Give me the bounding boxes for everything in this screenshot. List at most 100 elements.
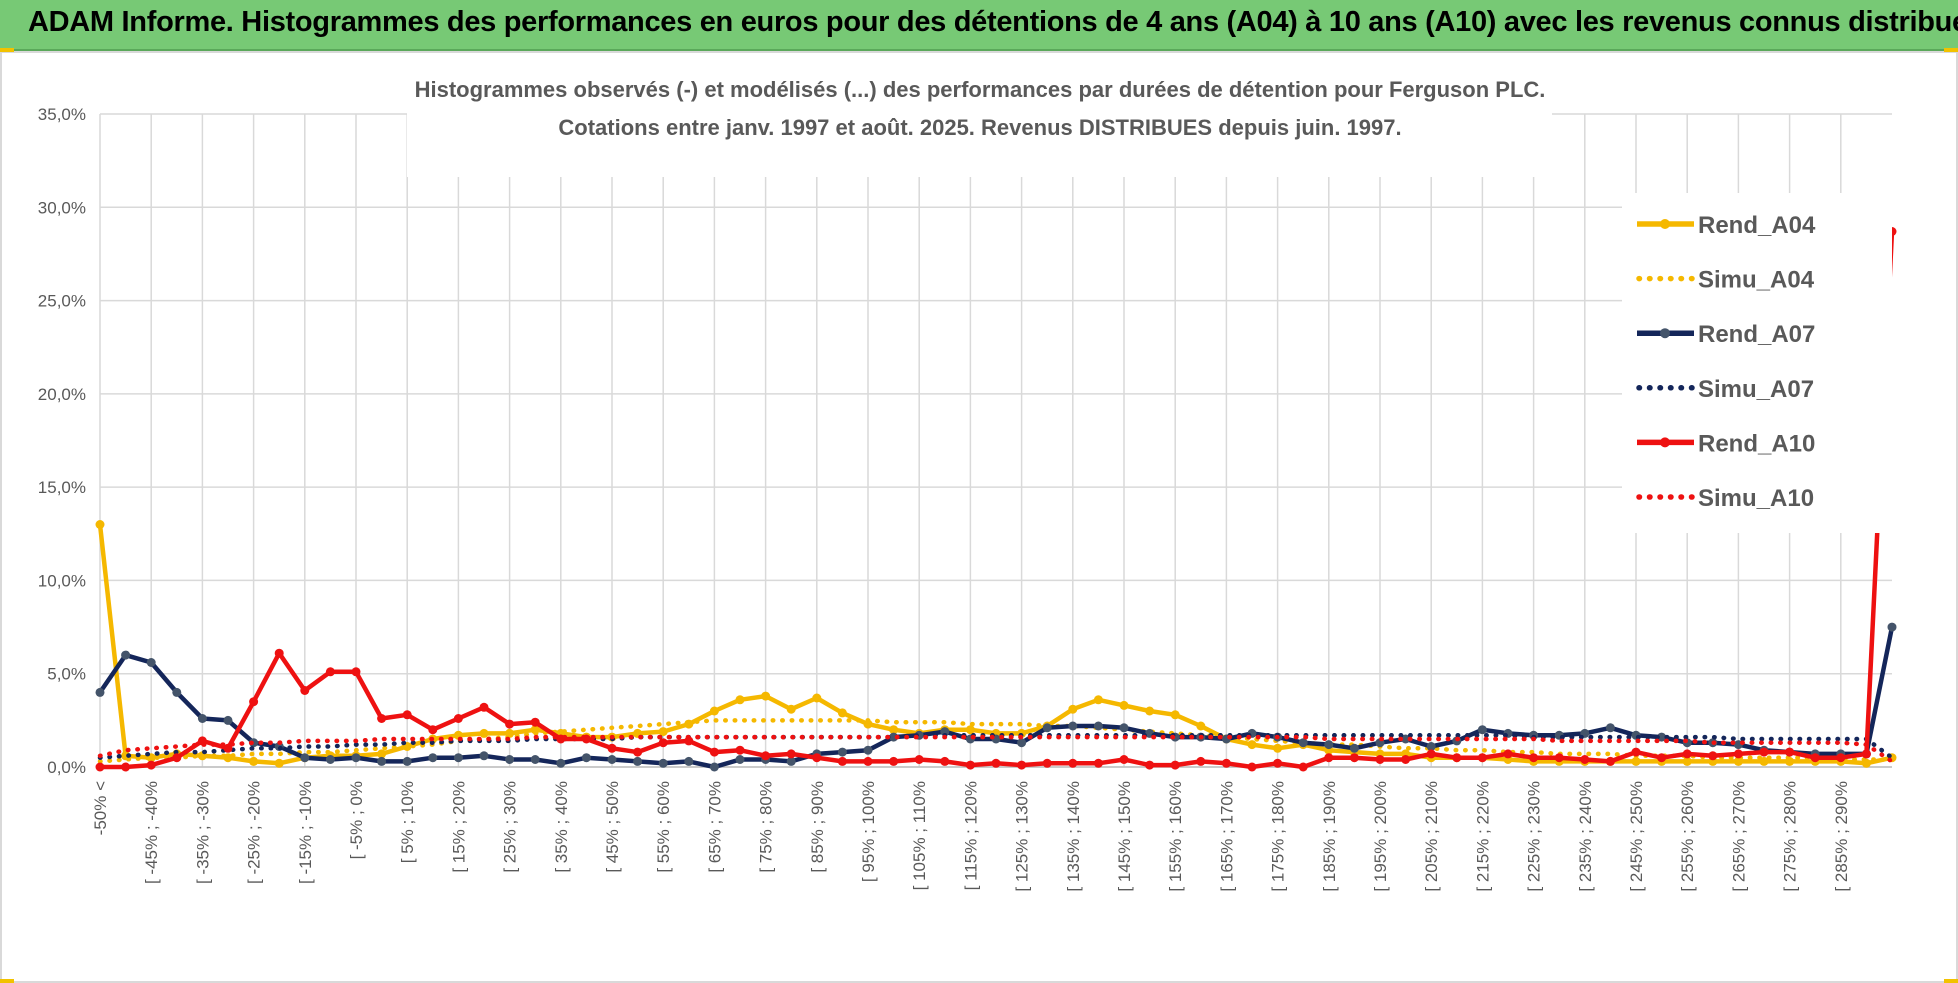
data-point bbox=[1477, 753, 1487, 763]
legend-label: Rend_A07 bbox=[1698, 321, 1815, 348]
data-point bbox=[1247, 740, 1257, 750]
data-point bbox=[505, 755, 515, 764]
data-point bbox=[965, 725, 975, 735]
series-line bbox=[97, 524, 1893, 766]
chart-title-line: Histogrammes observés (-) et modélisés (… bbox=[415, 77, 1546, 102]
legend-item: Simu_A07 bbox=[1636, 376, 1814, 403]
legend-label: Simu_A07 bbox=[1698, 376, 1814, 403]
data-point bbox=[223, 743, 233, 753]
x-tick-label: [ -5% ; 0% bbox=[347, 781, 366, 859]
x-tick-label: [ 35% ; 40% bbox=[552, 781, 571, 873]
legend-label: Rend_A04 bbox=[1698, 212, 1816, 239]
data-point bbox=[786, 749, 796, 759]
data-point bbox=[377, 749, 387, 759]
x-tick-label: [ 155% ; 160% bbox=[1166, 781, 1185, 892]
data-point bbox=[965, 760, 975, 770]
data-point bbox=[658, 727, 668, 737]
data-point bbox=[1810, 753, 1820, 763]
x-tick-label: [ 75% ; 80% bbox=[757, 781, 776, 873]
data-point bbox=[1887, 622, 1897, 632]
data-point bbox=[1785, 747, 1795, 757]
data-point bbox=[249, 697, 259, 707]
data-point bbox=[1401, 755, 1411, 764]
data-point bbox=[1196, 756, 1206, 766]
data-point bbox=[658, 758, 668, 768]
data-point bbox=[530, 755, 540, 764]
x-tick-label: [ 215% ; 220% bbox=[1473, 781, 1492, 892]
data-point bbox=[1426, 749, 1436, 759]
x-tick-label: [ 175% ; 180% bbox=[1269, 781, 1288, 892]
data-point bbox=[377, 756, 387, 766]
data-point bbox=[709, 747, 719, 757]
data-point bbox=[479, 728, 489, 738]
data-point bbox=[1657, 732, 1667, 742]
data-point bbox=[556, 758, 566, 768]
data-point bbox=[607, 743, 617, 753]
data-point bbox=[300, 753, 310, 763]
corner-mark-top-left bbox=[0, 48, 14, 52]
series-lines bbox=[95, 227, 1897, 772]
x-tick-label: [ 115% ; 120% bbox=[961, 781, 980, 890]
x-tick-label: [ 135% ; 140% bbox=[1064, 781, 1083, 892]
data-point bbox=[121, 762, 131, 772]
y-tick-label: 30,0% bbox=[38, 198, 86, 217]
data-point bbox=[1554, 753, 1564, 763]
data-point bbox=[914, 755, 924, 764]
x-tick-label: [ -45% ; -40% bbox=[142, 781, 161, 884]
x-tick-label: [ 255% ; 260% bbox=[1678, 781, 1697, 892]
data-point bbox=[1657, 753, 1667, 763]
legend-item: Simu_A10 bbox=[1636, 485, 1814, 512]
y-tick-label: 20,0% bbox=[38, 385, 86, 404]
data-point bbox=[1836, 753, 1846, 763]
chart-title: Histogrammes observés (-) et modélisés (… bbox=[407, 77, 1552, 177]
data-point bbox=[940, 756, 950, 766]
data-point bbox=[837, 708, 847, 718]
data-point bbox=[658, 738, 668, 748]
y-tick-label: 10,0% bbox=[38, 571, 86, 590]
x-tick-label: [ 25% ; 30% bbox=[501, 781, 520, 873]
line-chart: 0,0% 5,0% 10,0% 15,0% 20,0% 25,0% 30,0% 35,0% -… bbox=[38, 77, 1897, 892]
x-tick-label: [ 125% ; 130% bbox=[1013, 781, 1032, 892]
data-point bbox=[146, 760, 156, 770]
data-point bbox=[1529, 753, 1539, 763]
data-point bbox=[172, 753, 182, 763]
data-point bbox=[1682, 756, 1692, 766]
data-point bbox=[1503, 749, 1513, 759]
x-tick-label: [ 275% ; 280% bbox=[1781, 781, 1800, 892]
data-point bbox=[197, 714, 207, 723]
data-point bbox=[1349, 743, 1359, 753]
legend-label: Rend_A10 bbox=[1698, 430, 1815, 457]
legend-marker bbox=[1660, 437, 1670, 448]
legend-item: Simu_A04 bbox=[1636, 267, 1815, 294]
x-tick-label: [ 165% ; 170% bbox=[1217, 781, 1236, 892]
x-tick-label: [ 45% ; 50% bbox=[603, 781, 622, 873]
legend-item: Rend_A07 bbox=[1637, 321, 1815, 348]
chart-legend: Rend_A04 Simu_A04 Rend_A07 Simu_A07 Rend_A10… bbox=[1622, 193, 1892, 533]
data-point bbox=[581, 753, 591, 763]
y-tick-label: 0,0% bbox=[47, 758, 86, 777]
data-point bbox=[889, 756, 899, 766]
data-point bbox=[146, 658, 156, 667]
y-tick-label: 35,0% bbox=[38, 105, 86, 124]
data-point bbox=[1273, 743, 1283, 753]
data-point bbox=[172, 687, 182, 697]
y-tick-label: 25,0% bbox=[38, 292, 86, 311]
data-point bbox=[633, 756, 643, 766]
data-point bbox=[351, 753, 361, 763]
chart-area: 0,0% 5,0% 10,0% 15,0% 20,0% 25,0% 30,0% 35,0% -… bbox=[0, 51, 1958, 983]
data-point bbox=[1017, 738, 1027, 748]
data-point bbox=[325, 667, 335, 677]
corner-mark-bottom-right bbox=[1944, 979, 1958, 983]
legend-label: Simu_A10 bbox=[1698, 485, 1814, 512]
data-point bbox=[1298, 762, 1308, 772]
data-point bbox=[1068, 758, 1078, 768]
data-point bbox=[735, 745, 745, 755]
data-point bbox=[249, 756, 259, 766]
data-point bbox=[274, 758, 284, 768]
data-point bbox=[709, 706, 719, 716]
data-point bbox=[735, 755, 745, 764]
data-point bbox=[1631, 747, 1641, 757]
data-point bbox=[1759, 747, 1769, 757]
data-point bbox=[402, 756, 412, 766]
data-point bbox=[863, 745, 873, 755]
